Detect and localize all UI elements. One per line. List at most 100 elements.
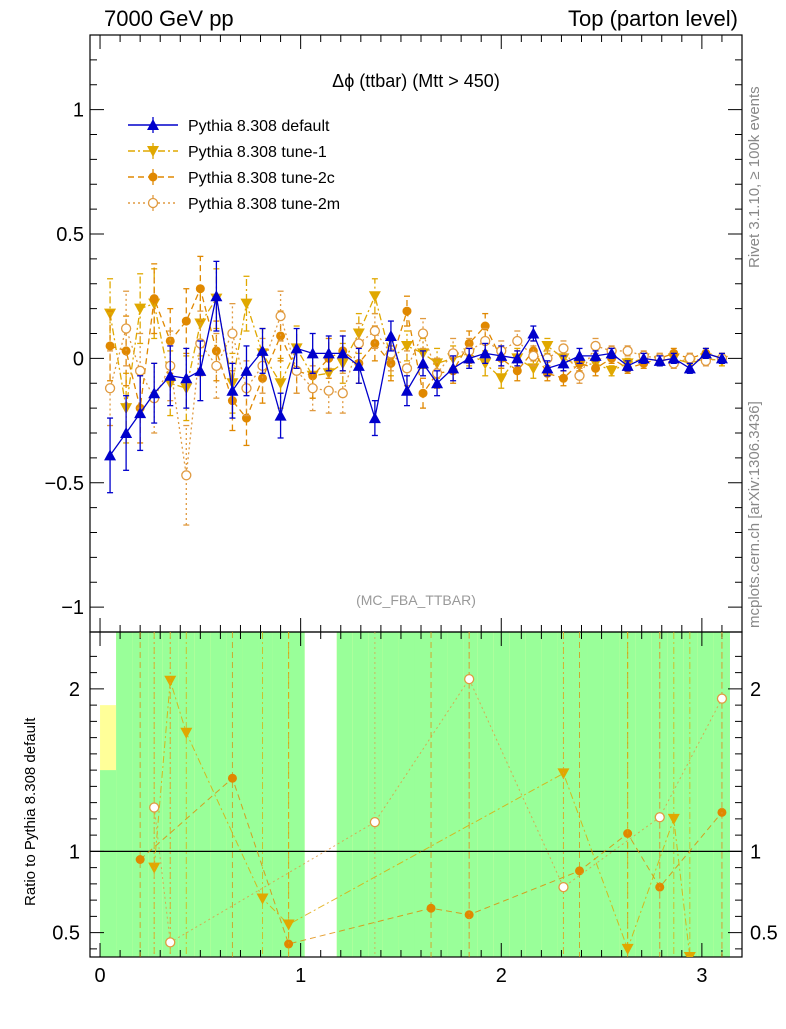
ratio-band-inner (635, 632, 652, 957)
data-point-marker (180, 372, 193, 384)
data-point-marker (240, 298, 253, 310)
data-point-marker (386, 358, 396, 368)
data-point-marker (417, 357, 430, 369)
data-point-marker (512, 335, 523, 347)
data-point-marker (104, 449, 117, 461)
data-point-marker (683, 362, 696, 374)
data-point-marker (667, 813, 680, 825)
data-point-marker (149, 294, 159, 304)
ratio-band-inner (242, 632, 259, 957)
ratio-band-inner (477, 632, 494, 957)
data-point-marker (148, 172, 158, 182)
data-point-marker (194, 364, 207, 376)
data-point-marker (463, 352, 476, 364)
ratio-band-inner (226, 632, 243, 957)
main-y-tick-label: 0.5 (56, 224, 84, 246)
data-point-marker (147, 119, 159, 130)
data-point-marker (147, 146, 159, 157)
ratio-band-inner (148, 632, 163, 957)
data-point-marker (282, 919, 295, 931)
series-tune2c (105, 255, 727, 447)
main-y-tick-label: −1 (61, 597, 84, 619)
data-point-marker (541, 362, 554, 374)
data-point-marker (290, 342, 303, 354)
data-point-marker (480, 321, 490, 331)
data-point-marker (120, 323, 132, 334)
legend-entry-label: Pythia 8.308 tune-1 (188, 144, 327, 161)
main-y-tick-label: −0.5 (45, 473, 84, 495)
data-point-marker (495, 373, 508, 385)
ratio-band-inner (463, 632, 478, 957)
rivet-version-label: Rivet 3.1.10, ≥ 100k events (746, 86, 763, 268)
data-point-marker (258, 373, 268, 383)
data-point-marker (401, 363, 413, 374)
ratio-band-inner (194, 632, 211, 957)
ratio-band-inner (210, 632, 227, 957)
ratio-band-inner (352, 632, 369, 957)
ratio-band-inner (587, 632, 604, 957)
data-point-marker (716, 693, 728, 704)
data-point-marker (464, 673, 475, 685)
data-point-marker (715, 352, 728, 364)
data-point-marker (135, 365, 146, 376)
ratio-band-inner (414, 632, 432, 957)
data-point-marker (479, 347, 492, 359)
data-point-marker (134, 407, 147, 419)
legend-entry-label: Pythia 8.308 tune-2m (188, 196, 340, 213)
data-point-marker (165, 336, 175, 346)
ratio-y-tick-label-right: 1 (750, 841, 761, 863)
data-point-marker (211, 360, 222, 371)
ratio-band-inner (258, 632, 273, 957)
ratio-band-inner (667, 632, 684, 957)
ratio-y-tick-label: 2 (69, 679, 80, 701)
ratio-band-inner (272, 632, 289, 957)
data-point-marker (227, 773, 237, 783)
data-point-marker (352, 359, 365, 371)
ratio-x-tick-label: 2 (496, 965, 507, 987)
data-point-marker (121, 346, 131, 356)
data-point-marker (164, 369, 177, 381)
data-point-marker (352, 328, 365, 340)
ratio-band-inner (683, 632, 698, 957)
data-point-marker (527, 327, 540, 339)
data-point-marker (654, 812, 665, 823)
data-point-marker (147, 197, 159, 209)
data-point-marker (699, 347, 712, 359)
ratio-band-inner (557, 632, 574, 957)
ratio-frame (89, 631, 743, 958)
data-point-marker (447, 362, 460, 374)
data-point-marker (558, 373, 568, 383)
data-point-marker (426, 903, 436, 913)
data-point-marker (511, 352, 524, 364)
ratio-band-inner (116, 632, 133, 957)
main-y-tick-label: 1 (73, 100, 84, 122)
ratio-band-inner (573, 632, 588, 957)
observable-group-label: Top (parton level) (568, 6, 738, 31)
ratio-x-tick-label: 0 (94, 965, 105, 987)
ratio-x-tick-label: 1 (295, 965, 306, 987)
plot-title: Δϕ (ttbar) (Mtt > 450) (332, 71, 500, 91)
ratio-band-inner (493, 632, 510, 957)
ratio-band-inner (336, 632, 353, 957)
data-point-marker (384, 329, 397, 341)
data-point-marker (210, 290, 223, 302)
legend: Pythia 8.308 default Pythia 8.308 tune-1 P… (128, 117, 340, 213)
data-point-marker (590, 340, 601, 352)
data-point-marker (227, 328, 238, 339)
data-point-marker (134, 303, 147, 315)
ratio-band-inner (288, 632, 305, 957)
data-point-marker (323, 385, 334, 396)
data-point-marker (653, 354, 666, 366)
analysis-watermark: (MC_FBA_TTBAR) (356, 592, 476, 608)
data-point-marker (148, 387, 161, 399)
data-point-marker (684, 353, 695, 364)
legend-entry-label: Pythia 8.308 tune-2c (188, 170, 335, 187)
ratio-band-inner (541, 632, 558, 957)
data-point-marker (400, 384, 413, 396)
data-point-marker (417, 328, 429, 339)
series-line (109, 314, 723, 476)
data-point-marker (275, 310, 286, 322)
data-point-marker (368, 291, 381, 303)
data-point-marker (622, 345, 633, 357)
